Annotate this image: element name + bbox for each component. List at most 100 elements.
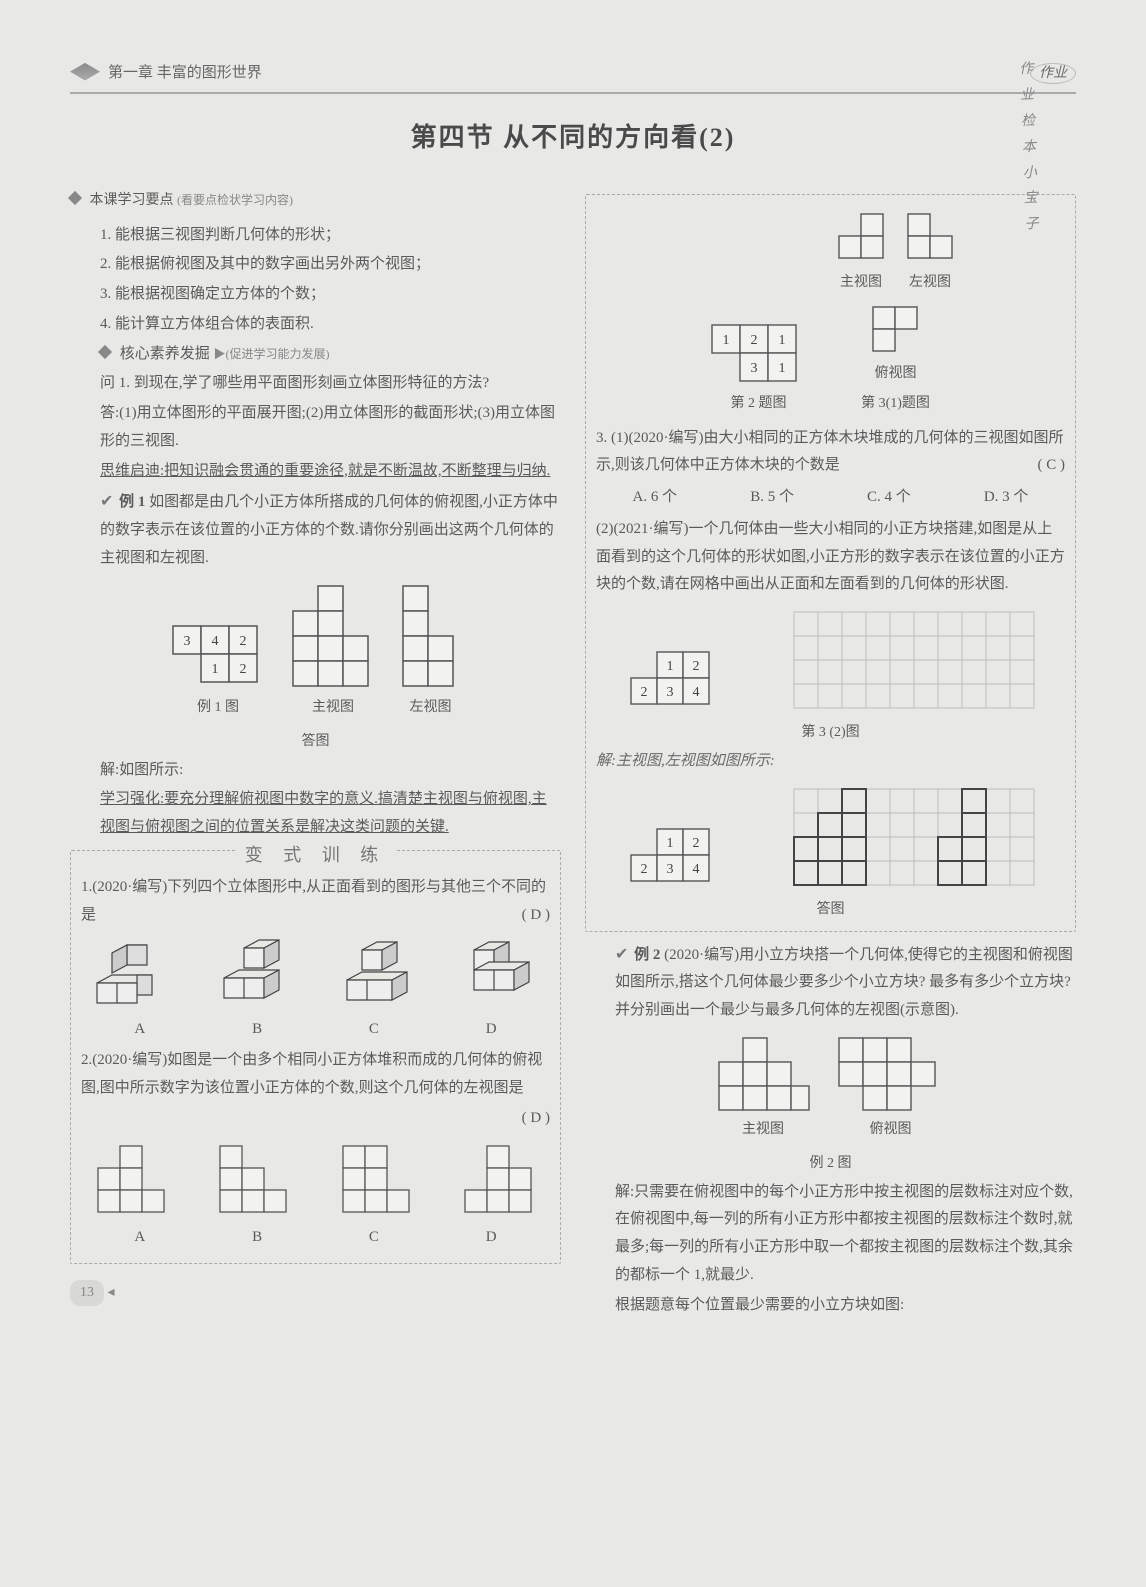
p3-2-text: (2)(2021·编写)一个几何体由一些大小相同的小正方块搭建,如图是从上面看到… [596, 516, 1065, 599]
keypoints-label: 本课学习要点 [90, 193, 174, 208]
svg-text:2: 2 [750, 333, 757, 348]
p32-ansfig-label: 答图 [596, 897, 1065, 923]
svg-text:2: 2 [240, 662, 247, 677]
page-header: 第一章 丰富的图形世界 作业检本小宝子 作业 [70, 60, 1076, 94]
p2-row: 2.(2020·编写)如图是一个由多个相同小正方体堆积而成的几何体的俯视图,图中… [81, 1047, 550, 1103]
ex1-leftview: 左视图 [398, 581, 463, 721]
svg-text:1: 1 [212, 662, 219, 677]
p31-c: C. 4 个 [867, 484, 911, 512]
ex1-strong: 学习强化:要充分理解俯视图中数字的意义.搞清楚主视图与俯视图,主视图与俯视图之间… [70, 786, 561, 842]
p3-2-sol: 解:主视图,左视图如图所示: [596, 748, 1065, 776]
svg-text:2: 2 [641, 862, 648, 877]
ex2-main: 主视图 [713, 1033, 813, 1143]
svg-text:1: 1 [722, 333, 729, 348]
q1-insight: 思维启迪:把知识融会贯通的重要途径,就是不断温故,不断整理与归纳. [70, 458, 561, 486]
p2-fig-d [459, 1141, 539, 1216]
page-number: 13 ◂ [70, 1280, 561, 1306]
core-heading: 核心素养发掘 ▶(促进学习能力发展) [70, 341, 561, 369]
check-icon: ✔ [100, 493, 113, 510]
ex1-heading: ✔ 例 1 如图都是由几个小正方体所搭成的几何体的俯视图,小正方体中的数字表示在… [70, 487, 561, 572]
p32-given: 1 2 2 3 4 [622, 647, 717, 712]
diamond-icon-2 [98, 345, 112, 359]
p3-1-row: 3. (1)(2020·编写)由大小相同的正方体木块堆成的几何体的三视图如图所示… [596, 425, 1065, 481]
p32-fig-label: 第 3 (2)图 [596, 720, 1065, 746]
ex2-figs: 主视图 俯视图 [585, 1033, 1076, 1143]
p31-a: A. 6 个 [633, 484, 678, 512]
p1-d: D [486, 1016, 497, 1044]
kp-1: 1. 能根据三视图判断几何体的形状； [100, 222, 561, 250]
ex2-main-label: 主视图 [713, 1117, 813, 1143]
keypoints-heading: 本课学习要点 (看要点检状学习内容) [70, 188, 561, 214]
p1-opts: A B C D [81, 1016, 550, 1044]
p2-d: D [486, 1224, 497, 1252]
q2-fig-label: 第 2 题图 [704, 391, 814, 417]
svg-text:4: 4 [212, 634, 219, 649]
p1-c: C [369, 1016, 379, 1044]
svg-text:4: 4 [693, 862, 700, 877]
keypoints-list: 1. 能根据三视图判断几何体的形状； 2. 能根据俯视图及其中的数字画出另外两个… [70, 222, 561, 339]
p1-fig-c [337, 938, 417, 1008]
kp-3: 3. 能根据视图确定立方体的个数； [100, 281, 561, 309]
kp-2: 2. 能根据俯视图及其中的数字画出另外两个视图； [100, 251, 561, 279]
svg-text:2: 2 [693, 659, 700, 674]
p2-b: B [252, 1224, 262, 1252]
keypoints-sub: (看要点检状学习内容) [177, 193, 293, 207]
p2-a: A [134, 1224, 145, 1252]
ex1-topview: 342 12 例 1 图 [168, 611, 268, 721]
content-columns: 本课学习要点 (看要点检状学习内容) 1. 能根据三视图判断几何体的形状； 2.… [70, 186, 1076, 1321]
check-icon-2: ✔ [615, 946, 628, 963]
ex2-heading: ✔ 例 2 (2020·编写)用小立方块搭一个几何体,使得它的主视图和俯视图如图… [585, 940, 1076, 1025]
svg-text:3: 3 [750, 361, 757, 376]
p32-given-2: 12 234 [622, 824, 717, 889]
q31-top: 俯视图 [834, 361, 958, 387]
svg-text:1: 1 [667, 836, 674, 851]
p1-fig-a [92, 938, 172, 1008]
ex1-main-label: 主视图 [288, 695, 378, 721]
p3-1-text: 3. (1)(2020·编写)由大小相同的正方体木块堆成的几何体的三视图如图所示… [596, 430, 1063, 474]
p2-ans: ( D ) [81, 1105, 550, 1133]
variant-title: 变 式 训 练 [235, 839, 397, 872]
stamp-text: 作业 [1030, 63, 1076, 84]
ex1-left-label: 左视图 [398, 695, 463, 721]
p2-c: C [369, 1224, 379, 1252]
ex2-text: (2020·编写)用小立方块搭一个几何体,使得它的主视图和俯视图如图所示,搭这个… [615, 947, 1073, 1019]
ex2-fig-label: 例 2 图 [585, 1151, 1076, 1177]
ex1-figures: 342 12 例 1 图 主视图 [70, 581, 561, 721]
p1-row: 1.(2020·编写)下列四个立体图形中,从正面看到的图形与其他三个不同的是 (… [81, 874, 550, 930]
ex1-mainview: 主视图 [288, 581, 378, 721]
svg-text:2: 2 [240, 634, 247, 649]
p31-b: B. 5 个 [750, 484, 794, 512]
p2-figs [81, 1141, 550, 1216]
right-dashed-1: 121 31 第 2 题图 主视图 左视图 [585, 194, 1076, 932]
left-column: 本课学习要点 (看要点检状学习内容) 1. 能根据三视图判断几何体的形状； 2.… [70, 186, 561, 1321]
q1-ask: 问 1. 到现在,学了哪些用平面图形刻画立体图形特征的方法? [70, 370, 561, 398]
kp-4: 4. 能计算立方体组合体的表面积. [100, 311, 561, 339]
ex2-top-label: 俯视图 [833, 1117, 948, 1143]
q31-fig-label: 第 3(1)题图 [834, 391, 958, 417]
ex2-top: 俯视图 [833, 1033, 948, 1143]
p2-fig-c [337, 1141, 417, 1216]
ex1-label: 例 1 [119, 494, 145, 510]
section-title: 第四节 从不同的方向看(2) [70, 114, 1076, 162]
p2-opts: A B C D [81, 1224, 550, 1252]
svg-text:1: 1 [667, 659, 674, 674]
svg-text:1: 1 [778, 333, 785, 348]
svg-text:3: 3 [184, 634, 191, 649]
p3-1-ans: ( C ) [1038, 452, 1066, 480]
q1-ans: 答:(1)用立体图形的平面展开图;(2)用立体图形的截面形状;(3)用立体图形的… [70, 400, 561, 456]
svg-text:3: 3 [667, 685, 674, 700]
svg-text:2: 2 [641, 685, 648, 700]
q2-q3-figs: 121 31 第 2 题图 主视图 左视图 [596, 211, 1065, 417]
cap-icon [70, 63, 100, 85]
p32-ans-grid [789, 784, 1039, 889]
chapter-title: 第一章 丰富的图形世界 [108, 60, 262, 88]
q3-1-fig: 主视图 左视图 俯视图 第 3(1)题图 [834, 211, 958, 417]
p3-2-figs: 1 2 2 3 4 [596, 607, 1065, 712]
ex1-ans-label: 答图 [70, 729, 561, 755]
svg-text:2: 2 [693, 836, 700, 851]
header-stamp: 作业检本小宝子 作业 [1030, 61, 1076, 87]
p1-a: A [134, 1016, 145, 1044]
svg-text:4: 4 [693, 685, 700, 700]
p3-2-ans-figs: 12 234 [596, 784, 1065, 889]
p2-fig-b [214, 1141, 294, 1216]
